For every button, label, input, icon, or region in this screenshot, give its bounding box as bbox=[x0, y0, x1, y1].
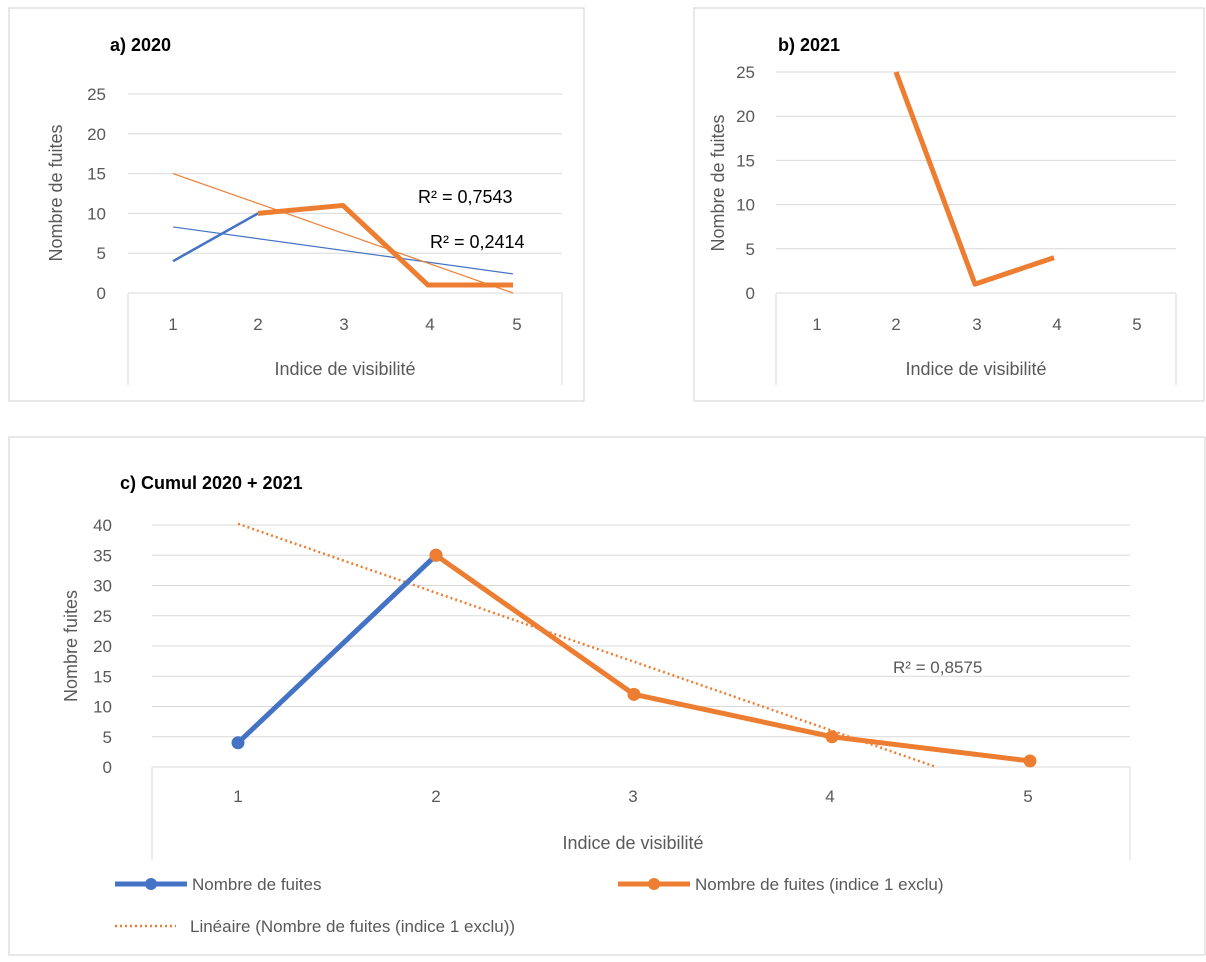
chart-b-y-ticks: 0 5 10 15 20 25 bbox=[736, 63, 755, 303]
chart-a-x-ticks: 1 2 3 4 5 bbox=[168, 315, 521, 334]
chart-a-title: a) 2020 bbox=[110, 35, 171, 55]
trendline bbox=[172, 226, 514, 275]
x-tick-label: 2 bbox=[431, 787, 440, 806]
y-tick-label: 5 bbox=[103, 728, 112, 747]
chart-c-r2-label: R² = 0,8575 bbox=[893, 658, 982, 677]
x-tick-label: 4 bbox=[825, 787, 834, 806]
y-tick-label: 5 bbox=[97, 244, 106, 263]
chart-a-y-axis-title: Nombre de fuites bbox=[46, 124, 66, 261]
y-tick-label: 0 bbox=[103, 758, 112, 777]
legend-item-trendline: Linéaire (Nombre de fuites (indice 1 exc… bbox=[115, 917, 515, 936]
legend-label-trendline: Linéaire (Nombre de fuites (indice 1 exc… bbox=[190, 917, 515, 936]
legend-swatch-orange-marker bbox=[648, 878, 660, 890]
legend-item-orange: Nombre de fuites (indice 1 exclu) bbox=[618, 875, 944, 894]
data-point-marker bbox=[231, 736, 245, 750]
legend-swatch-blue-marker bbox=[145, 878, 157, 890]
chart-c-y-ticks: 0 5 10 15 20 25 30 35 40 bbox=[93, 516, 112, 777]
series-line bbox=[236, 553, 438, 745]
y-tick-label: 10 bbox=[93, 698, 112, 717]
series-line bbox=[257, 202, 513, 288]
x-tick-label: 2 bbox=[253, 315, 262, 334]
chart-b-series bbox=[893, 71, 1055, 287]
y-tick-label: 10 bbox=[87, 204, 106, 223]
y-tick-label: 40 bbox=[93, 516, 112, 535]
panel-c-frame bbox=[8, 436, 1206, 956]
chart-panel-a: a) 2020 0 5 10 15 20 25 1 2 3 4 5 Nombre de fuite… bbox=[8, 7, 585, 402]
y-tick-label: 20 bbox=[87, 125, 106, 144]
y-tick-label: 25 bbox=[93, 607, 112, 626]
panel-a-frame bbox=[8, 7, 585, 402]
chart-a-x-axis-title: Indice de visibilité bbox=[274, 359, 415, 379]
x-tick-label: 1 bbox=[168, 315, 177, 334]
chart-c-x-ticks: 1 2 3 4 5 bbox=[233, 787, 1032, 806]
chart-c-x-axis-title: Indice de visibilité bbox=[562, 833, 703, 853]
x-tick-label: 2 bbox=[891, 315, 900, 334]
y-tick-label: 35 bbox=[93, 546, 112, 565]
data-point-marker bbox=[1023, 754, 1037, 768]
trendline bbox=[237, 522, 937, 769]
series-line bbox=[172, 212, 259, 263]
x-tick-label: 5 bbox=[1132, 315, 1141, 334]
y-tick-label: 30 bbox=[93, 577, 112, 596]
y-tick-label: 15 bbox=[93, 667, 112, 686]
y-tick-label: 15 bbox=[736, 151, 755, 170]
chart-b-x-axis-title: Indice de visibilité bbox=[905, 359, 1046, 379]
legend-item-blue: Nombre de fuites bbox=[115, 875, 321, 894]
x-tick-label: 3 bbox=[972, 315, 981, 334]
x-tick-label: 3 bbox=[339, 315, 348, 334]
chart-a-y-ticks: 0 5 10 15 20 25 bbox=[87, 85, 106, 303]
chart-panel-b: b) 2021 0 5 10 15 20 25 1 2 3 4 5 Nombre de fuite… bbox=[693, 7, 1205, 402]
x-tick-label: 4 bbox=[425, 315, 434, 334]
y-tick-label: 25 bbox=[736, 63, 755, 82]
x-tick-label: 4 bbox=[1052, 315, 1061, 334]
series-line bbox=[893, 71, 1055, 287]
x-tick-label: 1 bbox=[233, 787, 242, 806]
y-tick-label: 10 bbox=[736, 196, 755, 215]
x-tick-label: 3 bbox=[628, 787, 637, 806]
y-tick-label: 20 bbox=[736, 107, 755, 126]
y-tick-label: 15 bbox=[87, 165, 106, 184]
chart-c-gridlines bbox=[151, 524, 1131, 860]
data-point-marker bbox=[825, 730, 839, 744]
chart-b-y-axis-title: Nombre de fuites bbox=[708, 114, 728, 251]
data-point-marker bbox=[429, 548, 443, 562]
chart-b-x-ticks: 1 2 3 4 5 bbox=[812, 315, 1141, 334]
chart-c-series bbox=[231, 548, 1037, 768]
data-point-marker bbox=[627, 687, 641, 701]
chart-b-gridlines bbox=[775, 71, 1177, 385]
legend-label-blue: Nombre de fuites bbox=[192, 875, 321, 894]
y-tick-label: 0 bbox=[97, 284, 106, 303]
y-tick-label: 20 bbox=[93, 637, 112, 656]
trendline bbox=[172, 173, 514, 294]
y-tick-label: 0 bbox=[746, 284, 755, 303]
y-tick-label: 25 bbox=[87, 85, 106, 104]
legend-label-orange: Nombre de fuites (indice 1 exclu) bbox=[695, 875, 944, 894]
chart-a-trendlines bbox=[172, 173, 514, 294]
y-tick-label: 5 bbox=[746, 240, 755, 259]
chart-c-trendlines bbox=[237, 522, 937, 769]
chart-a-series bbox=[172, 202, 513, 288]
x-tick-label: 5 bbox=[512, 315, 521, 334]
chart-a-gridlines bbox=[127, 93, 563, 385]
x-tick-label: 5 bbox=[1023, 787, 1032, 806]
chart-c-y-axis-title: Nombre fuites bbox=[61, 590, 81, 702]
chart-a-r2-orange: R² = 0,7543 bbox=[418, 187, 513, 207]
chart-b-title: b) 2021 bbox=[778, 35, 840, 55]
chart-c-title: c) Cumul 2020 + 2021 bbox=[120, 473, 303, 493]
chart-c-legend: Nombre de fuites Nombre de fuites (indic… bbox=[115, 875, 944, 936]
chart-a-r2-blue: R² = 0,2414 bbox=[430, 232, 525, 252]
series-line bbox=[434, 553, 1031, 764]
x-tick-label: 1 bbox=[812, 315, 821, 334]
